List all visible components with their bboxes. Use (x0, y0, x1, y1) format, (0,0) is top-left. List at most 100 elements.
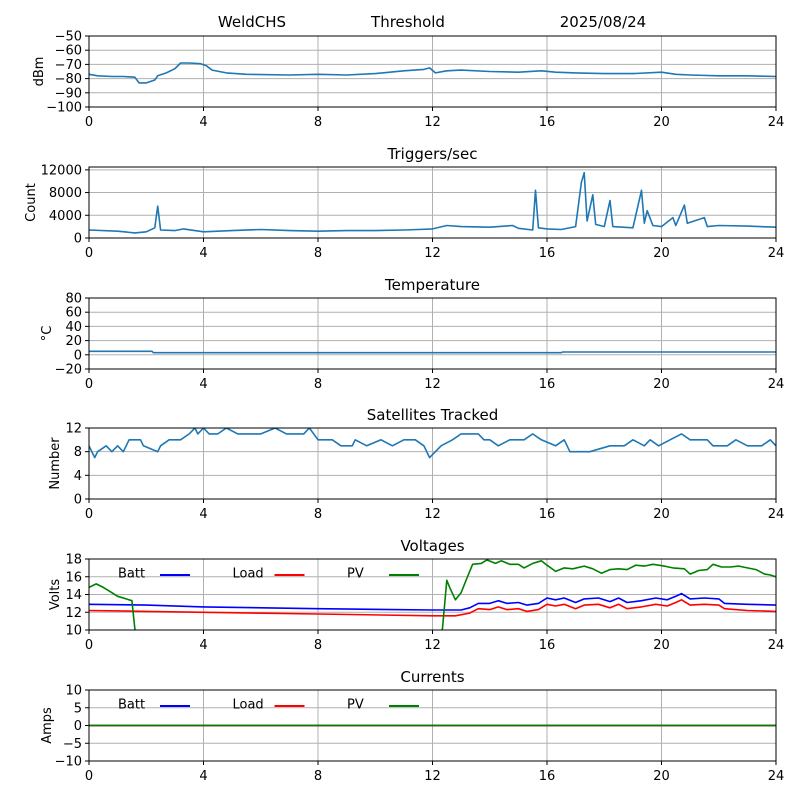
x-tick-label: 12 (424, 507, 441, 522)
y-tick-label: 8 (74, 445, 82, 460)
series-line-signal (89, 62, 776, 84)
x-tick-label: 0 (85, 377, 93, 392)
x-tick-label: 0 (85, 507, 93, 522)
y-axis-label: Amps (40, 707, 55, 744)
x-tick-label: 4 (199, 638, 207, 653)
x-tick-label: 20 (653, 638, 670, 653)
y-tick-label: 8000 (49, 186, 82, 201)
y-axis-label: Volts (48, 579, 63, 611)
y-tick-label: 60 (65, 306, 82, 321)
y-tick-label: 18 (65, 553, 82, 568)
x-tick-label: 20 (653, 377, 670, 392)
series-line-satellites (89, 428, 776, 459)
series-line-load (89, 599, 776, 617)
station-label: WeldCHS (218, 13, 286, 31)
x-tick-label: 12 (424, 115, 441, 130)
y-tick-label: −70 (55, 58, 82, 73)
y-tick-label: 12000 (41, 163, 82, 178)
panel-signal: 0 4 8 12 16 20 24 −100−90−80−70−60−50 dBm (32, 30, 784, 131)
x-tick-label: 4 (199, 769, 207, 784)
x-tick-label: 16 (539, 507, 556, 522)
y-tick-label: −60 (55, 44, 82, 59)
x-tick-label: 24 (768, 507, 785, 522)
y-tick-label: 20 (65, 334, 82, 349)
x-tick-label: 8 (314, 246, 322, 261)
y-tick-label: −80 (55, 72, 82, 87)
x-tick-label: 16 (539, 638, 556, 653)
x-tick-label: 8 (314, 769, 322, 784)
x-tick-label: 16 (539, 377, 556, 392)
y-tick-label: 12 (65, 422, 82, 437)
series-line-batt (89, 592, 776, 611)
panel-title: Voltages (400, 537, 464, 555)
y-tick-label: 16 (65, 570, 82, 585)
legend-label: PV (347, 698, 364, 713)
y-tick-label: 5 (74, 701, 82, 716)
x-tick-label: 24 (768, 115, 785, 130)
x-tick-label: 0 (85, 638, 93, 653)
x-tick-label: 8 (314, 377, 322, 392)
x-tick-label: 8 (314, 507, 322, 522)
y-tick-label: −90 (55, 86, 82, 101)
y-tick-label: 0 (74, 719, 82, 734)
panel-title: Temperature (384, 276, 480, 294)
y-axis-label: Number (48, 437, 63, 490)
legend-label: Batt (118, 698, 145, 713)
y-tick-label: 80 (65, 292, 82, 307)
date-label: 2025/08/24 (560, 13, 646, 31)
y-tick-label: 12 (65, 606, 82, 621)
x-tick-label: 20 (653, 507, 670, 522)
panel-currents: 0 4 8 12 16 20 24 −10 −5 0 5 10 Amps Currents Batt Load… (40, 668, 784, 784)
x-tick-label: 12 (424, 638, 441, 653)
y-tick-label: −5 (63, 737, 82, 752)
y-axis-label: °C (40, 326, 55, 342)
legend-label: Batt (118, 567, 145, 582)
series-line-triggers (89, 171, 776, 234)
x-tick-label: 16 (539, 246, 556, 261)
x-tick-label: 8 (314, 115, 322, 130)
y-tick-label: 10 (65, 624, 82, 639)
x-tick-label: 12 (424, 769, 441, 784)
x-tick-label: 4 (199, 507, 207, 522)
panel-title: Currents (400, 668, 464, 686)
y-tick-label: 4000 (49, 209, 82, 224)
series-line-temperature (89, 350, 776, 354)
y-tick-label: 4 (74, 469, 82, 484)
y-tick-label: 0 (74, 493, 82, 508)
x-tick-label: 4 (199, 377, 207, 392)
x-tick-label: 20 (653, 246, 670, 261)
x-tick-label: 4 (199, 246, 207, 261)
panel-title: Triggers/sec (387, 145, 478, 163)
y-axis-label: dBm (32, 57, 47, 87)
x-tick-label: 20 (653, 115, 670, 130)
legend-label: Load (233, 567, 264, 582)
panel-title: Satellites Tracked (367, 406, 498, 424)
y-tick-label: 0 (74, 232, 82, 247)
x-tick-label: 12 (424, 246, 441, 261)
x-tick-label: 24 (768, 769, 785, 784)
x-tick-label: 0 (85, 115, 93, 130)
x-tick-label: 20 (653, 769, 670, 784)
y-tick-label: 40 (65, 320, 82, 335)
mode-label: Threshold (370, 13, 445, 31)
x-tick-label: 16 (539, 769, 556, 784)
y-tick-label: −100 (46, 101, 82, 116)
y-tick-label: 14 (65, 588, 82, 603)
x-tick-label: 24 (768, 638, 785, 653)
x-tick-label: 24 (768, 246, 785, 261)
y-tick-label: −10 (55, 755, 82, 770)
x-tick-label: 24 (768, 377, 785, 392)
legend-label: PV (347, 567, 364, 582)
y-tick-label: −20 (55, 363, 82, 378)
x-tick-label: 4 (199, 115, 207, 130)
x-tick-label: 0 (85, 246, 93, 261)
y-tick-label: −50 (55, 30, 82, 45)
x-tick-label: 16 (539, 115, 556, 130)
series-line-pv (89, 559, 776, 630)
y-tick-label: 0 (74, 348, 82, 363)
y-axis-label: Count (24, 183, 39, 222)
